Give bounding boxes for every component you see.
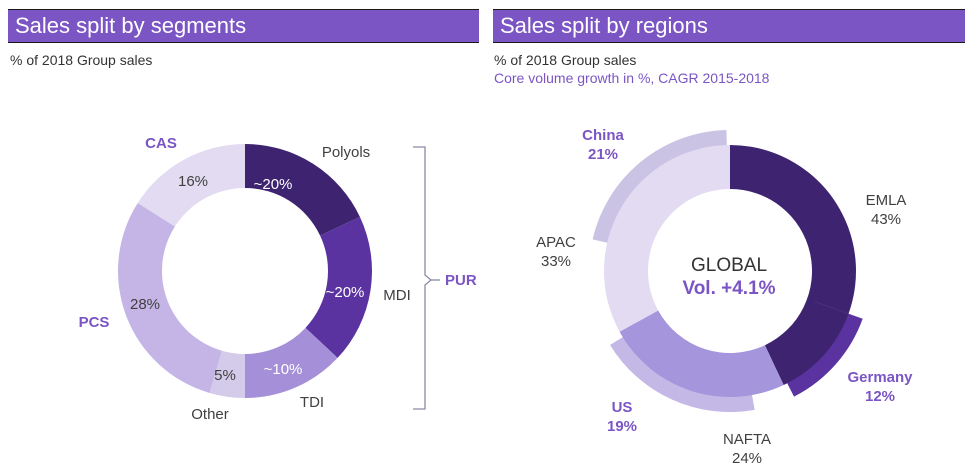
value-label-cas: 16% [178,173,208,190]
value-label-tdi: ~10% [264,361,303,378]
segments-donut [118,144,372,398]
center-value: Vol. +4.1% [682,278,775,299]
outer-label-mdi: MDI [383,287,411,304]
pur-bracket [413,146,433,410]
country-name-us: US [612,399,633,416]
outer-label-other: Other [191,406,229,423]
value-label-polyols: ~20% [254,176,293,193]
slice-mdi [305,216,372,358]
center-label: GLOBAL [691,255,767,276]
country-value-us: 19% [607,418,637,435]
country-name-china: China [582,127,624,144]
slice-nafta [619,310,784,398]
group-label-pcs: PCS [79,314,110,331]
region-value-apac: 33% [541,253,571,270]
region-name-emla: EMLA [866,192,907,209]
slice-tdi [245,327,338,398]
value-label-other: 5% [214,367,236,384]
country-value-china: 21% [588,146,618,163]
slice-emla [730,145,857,386]
group-label-pur: PUR [445,272,477,289]
regions-subtitle: % of 2018 Group sales [494,52,637,68]
region-name-apac: APAC [536,234,576,251]
regions-labels: EMLA 43% NAFTA 24% APAC 33% Germany 12% US 19% Chi… [536,127,913,467]
slice-pcs [118,202,222,393]
value-label-mdi: ~20% [326,284,365,301]
slice-polyols [245,144,360,236]
germany-divider [814,301,849,315]
outer-label-polyols: Polyols [322,144,370,161]
outer-label-tdi: TDI [300,394,324,411]
country-value-germany: 12% [865,388,895,405]
segments-labels: ~20% ~20% ~10% 5% 28% 16% Polyols MDI TDI Other CA… [79,135,477,423]
group-label-cas: CAS [145,135,177,152]
region-name-nafta: NAFTA [723,431,771,448]
slice-other [209,350,245,398]
slice-cas [137,144,245,227]
regions-header: Sales split by regions [493,9,965,43]
region-value-emla: 43% [871,211,901,228]
segments-header: Sales split by segments [8,9,479,43]
segments-subtitle: % of 2018 Group sales [10,52,153,68]
region-value-nafta: 24% [732,450,762,467]
country-name-germany: Germany [847,369,913,386]
value-label-pcs: 28% [130,296,160,313]
slice-apac [604,145,730,332]
regions-subtitle-cagr: Core volume growth in %, CAGR 2015-2018 [494,70,770,86]
regions-donut [604,145,857,398]
